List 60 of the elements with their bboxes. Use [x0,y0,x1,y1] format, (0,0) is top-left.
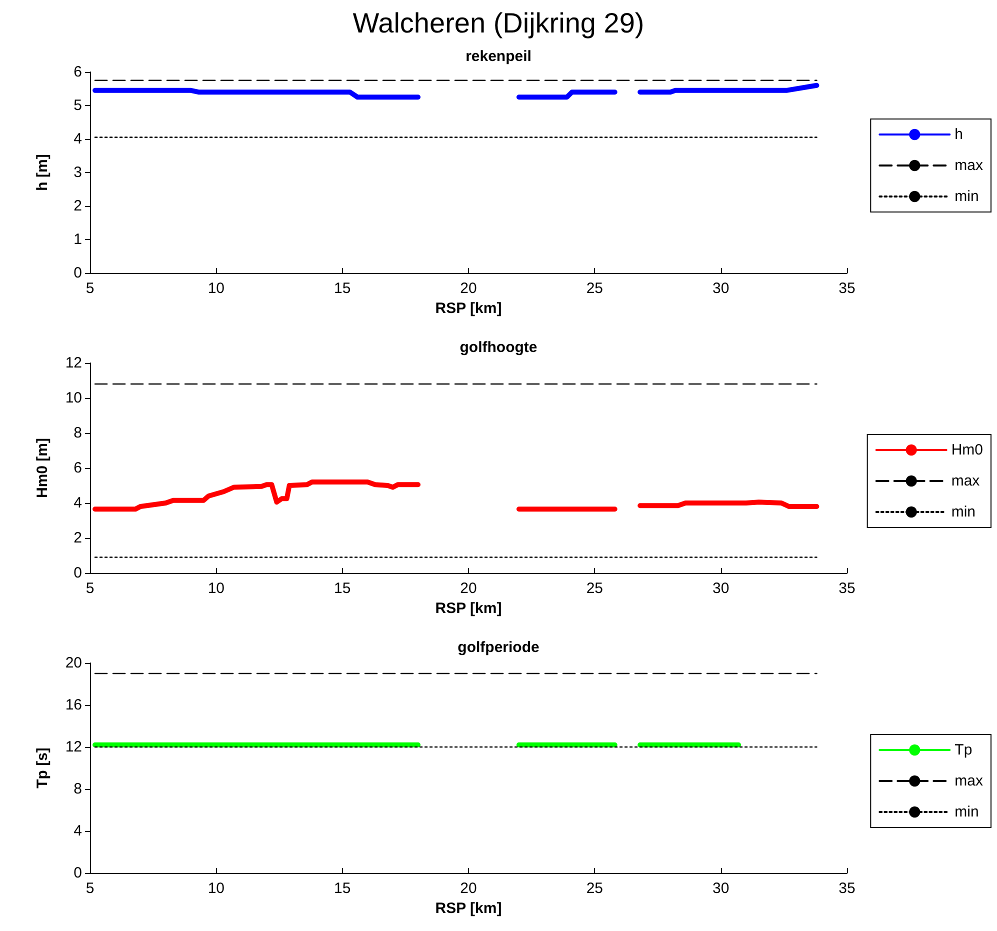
y-axis-title: Hm0 [m] [34,438,51,498]
y-tick-label: 2 [74,198,82,214]
x-tick-label: 35 [838,880,856,897]
y-tick-label: 5 [74,97,82,114]
x-tick-label: 25 [586,580,604,597]
legend-label: min [954,188,979,205]
x-tick-label: 20 [460,280,477,297]
x-tick-label: 15 [334,280,351,297]
legend-label: Hm0 [951,442,983,458]
text: Walcheren (Dijkring 29) [352,8,644,38]
y-tick-label: 2 [74,530,82,546]
x-tick-label: 25 [586,880,604,897]
x-tick-label: 35 [838,580,856,597]
legend-label: max [954,157,984,174]
legend-label: Tp [954,742,972,758]
x-tick-label: 10 [208,880,225,897]
x-tick-label: 30 [712,280,730,297]
x-tick-label: 15 [334,580,351,597]
y-tick-label: 20 [65,654,82,672]
y-axis-title: h [m] [34,154,51,191]
y-tick-label: 10 [65,390,82,406]
y-tick-label: 4 [74,130,82,148]
x-tick-label: 25 [586,280,604,297]
y-tick-label: 6 [74,460,82,476]
x-tick-label: 15 [334,880,351,897]
legend-label: min [951,504,976,520]
x-axis-title: RSP [km] [435,300,502,317]
y-tick-label: 8 [74,424,82,442]
y-tick-label: 16 [65,696,82,714]
x-tick-label: 10 [208,280,225,297]
y-tick-label: 0 [74,564,82,582]
y-tick-label: 0 [74,264,82,282]
x-axis-title: RSP [km] [435,600,502,617]
legend-label: h [954,126,964,143]
chart-title: golfperiode [458,639,540,656]
chart-title: golfhoogte [460,339,538,356]
y-tick-label: 3 [74,164,82,181]
x-tick-label: 5 [86,580,94,597]
x-tick-label: 10 [208,580,225,597]
y-tick-label: 0 [74,864,82,882]
x-tick-label: 35 [838,280,856,297]
y-tick-label: 8 [74,780,82,798]
y-tick-label: 4 [74,494,82,512]
x-tick-label: 5 [86,880,94,897]
y-tick-label: 12 [65,738,82,756]
chart-title: rekenpeil [466,48,532,65]
legend-label: min [954,804,979,820]
y-tick-label: 6 [74,64,82,80]
y-tick-label: 12 [65,354,82,372]
y-tick-label: 1 [74,231,82,248]
x-tick-label: 20 [460,580,477,597]
legend-label: max [951,472,980,490]
x-tick-label: 30 [712,880,730,897]
y-tick-label: 4 [74,822,82,840]
x-tick-label: 30 [712,580,730,597]
y-axis-title: Tp [s] [34,748,51,788]
x-tick-label: 20 [460,880,477,897]
legend-label: max [954,772,984,790]
x-axis-title: RSP [km] [435,900,502,917]
x-tick-label: 5 [86,280,94,297]
